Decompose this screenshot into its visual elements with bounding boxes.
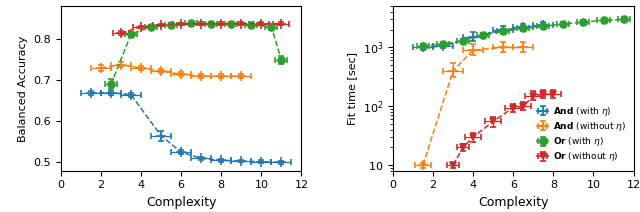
Legend: $\mathbf{And}$ (with $\eta$), $\mathbf{And}$ (without $\eta$), $\mathbf{Or}$ (wi: $\mathbf{And}$ (with $\eta$), $\mathbf{A… [533,102,629,166]
X-axis label: Complexity: Complexity [146,196,216,209]
Y-axis label: Fit time [sec]: Fit time [sec] [347,52,357,125]
Y-axis label: Balanced Accuracy: Balanced Accuracy [18,35,28,142]
X-axis label: Complexity: Complexity [478,196,548,209]
